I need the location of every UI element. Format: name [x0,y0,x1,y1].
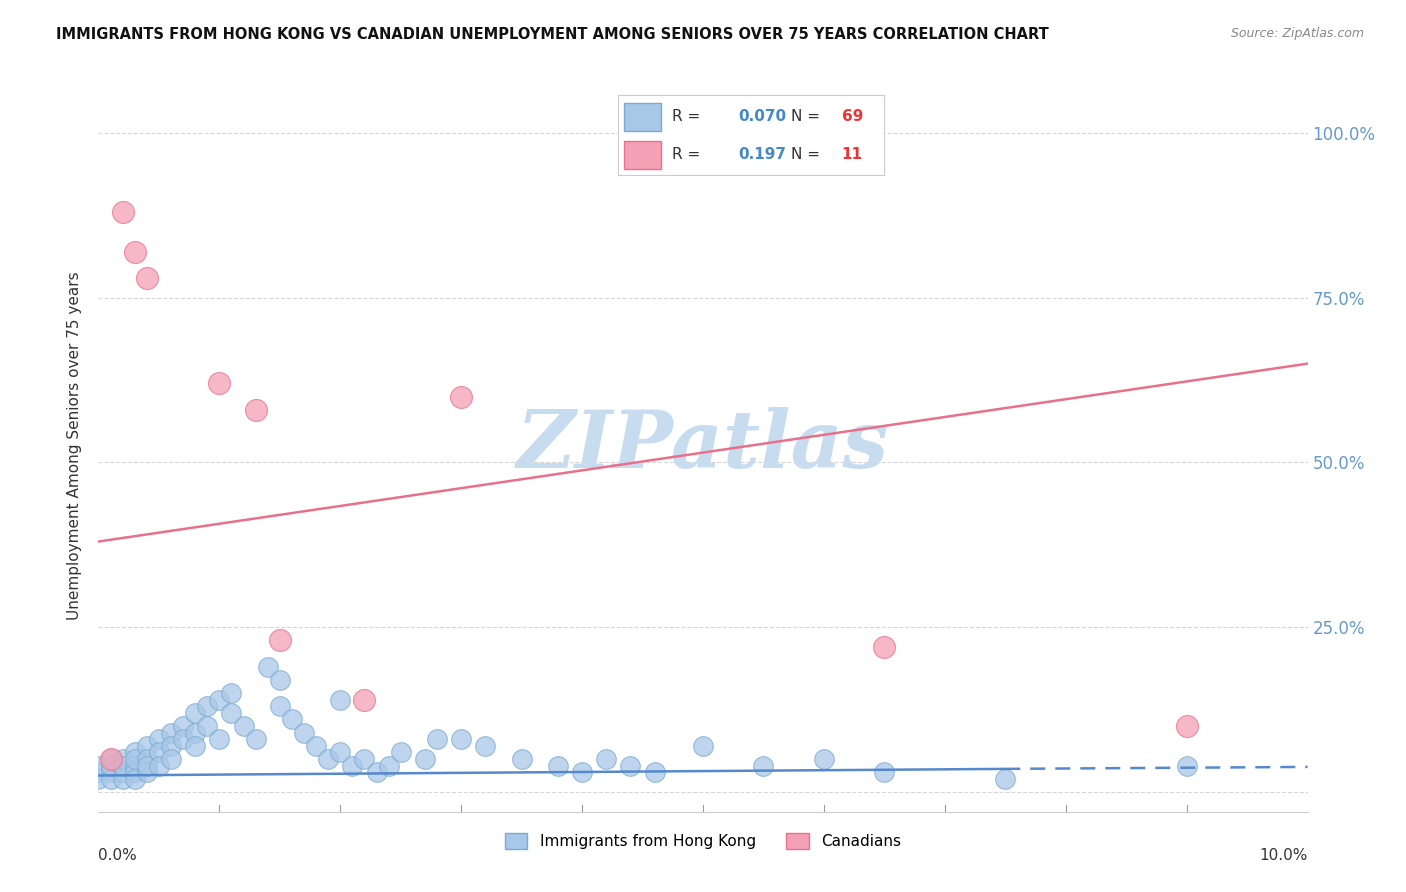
Text: ZIPatlas: ZIPatlas [517,408,889,484]
Point [450,390,472,404]
Text: IMMIGRANTS FROM HONG KONG VS CANADIAN UNEMPLOYMENT AMONG SENIORS OVER 75 YEARS C: IMMIGRANTS FROM HONG KONG VS CANADIAN UN… [56,27,1049,42]
Point [87,772,110,786]
Point [366,765,388,780]
Point [994,772,1017,786]
Point [148,746,170,760]
Point [135,758,157,772]
Point [208,732,231,747]
Point [316,752,339,766]
Point [389,746,412,760]
Legend: Immigrants from Hong Kong, Canadians: Immigrants from Hong Kong, Canadians [498,827,908,855]
Point [547,758,569,772]
Point [510,752,533,766]
Point [342,758,364,772]
Point [1175,758,1198,772]
Point [813,752,835,766]
Point [124,765,146,780]
Point [124,746,146,760]
Point [111,205,134,219]
Point [124,752,146,766]
Point [269,673,291,687]
Point [269,699,291,714]
Point [692,739,714,753]
Point [245,732,267,747]
Point [87,758,110,772]
Point [148,758,170,772]
Point [571,765,593,780]
Point [305,739,328,753]
Point [232,719,254,733]
Point [195,719,218,733]
Point [353,692,375,706]
Point [208,376,231,391]
Point [100,772,122,786]
Point [184,739,207,753]
Point [245,402,267,417]
Point [619,758,641,772]
Point [474,739,496,753]
Point [329,746,352,760]
Point [160,725,183,739]
Point [160,739,183,753]
Text: 10.0%: 10.0% [1260,848,1308,863]
Point [100,752,122,766]
Point [426,732,449,747]
Point [329,692,352,706]
Point [87,765,110,780]
Point [644,765,666,780]
Point [111,752,134,766]
Point [124,758,146,772]
Point [450,732,472,747]
Point [160,752,183,766]
Point [413,752,436,766]
Point [221,706,243,720]
Point [135,271,157,285]
Point [172,732,194,747]
Point [269,633,291,648]
Point [256,659,278,673]
Point [595,752,617,766]
Text: 0.0%: 0.0% [98,848,138,863]
Point [873,640,896,654]
Point [184,725,207,739]
Point [221,686,243,700]
Point [195,699,218,714]
Point [353,752,375,766]
Point [100,758,122,772]
Y-axis label: Unemployment Among Seniors over 75 years: Unemployment Among Seniors over 75 years [67,272,83,620]
Text: Source: ZipAtlas.com: Source: ZipAtlas.com [1230,27,1364,40]
Point [281,713,304,727]
Point [148,732,170,747]
Point [1175,719,1198,733]
Point [184,706,207,720]
Point [873,765,896,780]
Point [100,752,122,766]
Point [172,719,194,733]
Point [124,244,146,259]
Point [752,758,775,772]
Point [111,772,134,786]
Point [135,739,157,753]
Point [111,765,134,780]
Point [292,725,315,739]
Point [377,758,399,772]
Point [124,772,146,786]
Point [111,758,134,772]
Point [100,765,122,780]
Point [208,692,231,706]
Point [135,752,157,766]
Point [135,765,157,780]
